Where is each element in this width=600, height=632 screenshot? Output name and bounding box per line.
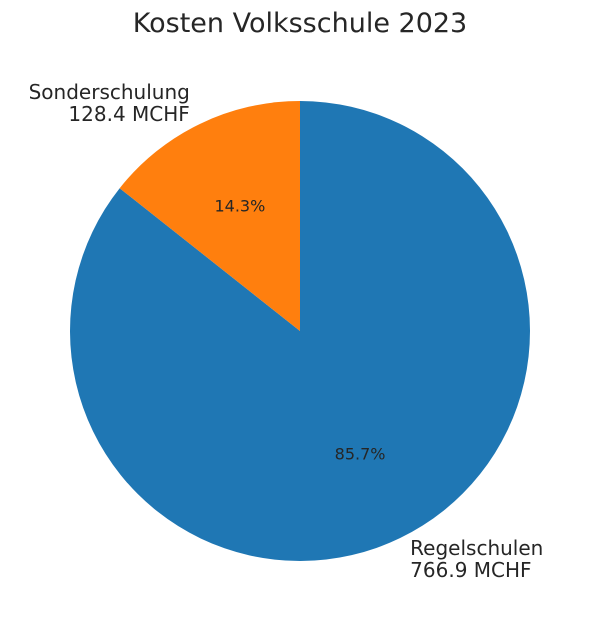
- slice-name: Regelschulen: [410, 536, 543, 560]
- pie-slice-label: Regelschulen 766.9 MCHF: [410, 536, 543, 582]
- slice-value: 766.9 MCHF: [410, 558, 531, 582]
- pie-percent-label: 14.3%: [214, 196, 265, 215]
- pie-slice-label: Sonderschulung 128.4 MCHF: [29, 80, 190, 126]
- pie-percent-label: 85.7%: [335, 445, 386, 464]
- chart-title: Kosten Volksschule 2023: [132, 8, 468, 39]
- slice-value: 128.4 MCHF: [68, 102, 189, 126]
- pie-slice-sonderschulung: [119, 101, 300, 331]
- slice-name: Sonderschulung: [29, 80, 190, 104]
